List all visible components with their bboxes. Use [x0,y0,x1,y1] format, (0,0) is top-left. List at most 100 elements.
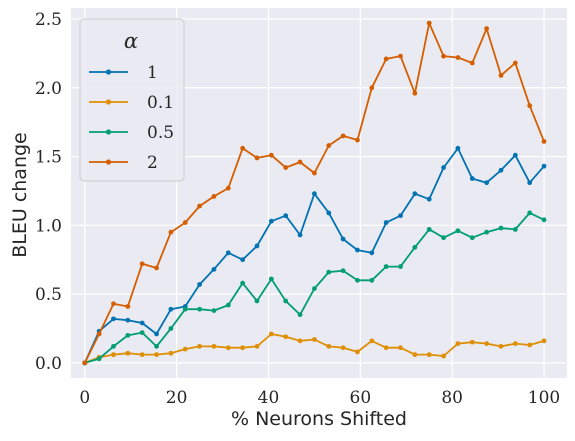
data-point [527,103,533,109]
data-point [541,338,547,344]
legend-marker [105,69,112,75]
legend-label: 1 [147,63,158,83]
data-point [283,165,289,170]
data-point [412,244,418,250]
data-point [312,191,317,197]
data-point [225,250,231,256]
data-point [398,213,403,219]
data-point [498,167,504,173]
legend-item: 1 [89,63,158,83]
data-point [484,180,490,186]
data-point [139,320,145,326]
data-point [312,286,317,291]
data-point [139,330,145,336]
data-point [441,53,446,59]
series-2 [82,20,547,366]
data-point [268,331,274,337]
data-point [225,185,231,191]
data-point [412,90,418,96]
data-point [383,220,389,225]
data-point [240,257,246,263]
data-point [541,163,547,169]
legend-label: 2 [147,153,158,173]
data-point [197,282,202,287]
series-1 [82,145,547,366]
data-point [412,352,418,358]
data-point [340,236,346,242]
data-point [326,143,332,148]
data-point [326,343,332,349]
legend-item: 2 [89,153,158,173]
legend-marker [105,159,112,165]
x-tick-labels: 0 20 40 60 80 100 [79,388,560,408]
data-point [240,280,246,286]
data-point [369,250,375,256]
data-point [541,139,547,144]
data-point [182,306,188,312]
y-tick-label: 2.0 [35,79,62,99]
data-point [340,345,346,351]
data-point [527,342,533,348]
data-point [369,85,375,91]
data-point [498,343,504,349]
x-tick-label: 0 [79,388,90,408]
data-point [469,60,475,66]
data-point [312,170,317,176]
data-point [283,298,289,304]
data-point [412,191,418,197]
data-point [297,312,303,318]
data-point [426,227,432,232]
data-point [312,337,317,342]
data-point [441,353,446,359]
data-point [182,346,188,352]
data-point [455,228,461,234]
data-point [283,213,289,219]
data-point [111,352,116,358]
data-point [527,180,533,186]
data-point [484,26,490,32]
data-point [455,341,461,347]
y-tick-label: 1.5 [35,148,62,168]
data-point [125,350,131,356]
y-axis-label: BLEU change [9,132,31,258]
data-point [225,345,231,351]
data-point [469,339,475,345]
y-tick-label: 1.0 [35,216,62,236]
series-0.1 [82,331,547,366]
data-point [154,331,159,337]
data-point [426,196,432,202]
x-tick-label: 60 [350,388,372,408]
data-point [211,194,217,199]
data-point [254,155,260,161]
data-point [398,53,403,59]
data-point [268,152,274,158]
legend-label: 0.1 [147,93,174,113]
data-point [268,276,274,282]
data-point [326,269,332,275]
data-point [484,341,490,347]
data-point [355,137,360,143]
data-point [326,210,332,216]
data-point [211,308,217,314]
data-point [512,60,518,66]
legend-title: α [124,29,138,53]
data-point [512,152,518,158]
data-point [211,266,217,272]
data-point [484,229,490,235]
data-point [111,316,116,322]
data-point [154,352,159,358]
legend-label: 0.5 [147,123,174,143]
data-point [154,265,159,271]
data-point [340,268,346,274]
data-point [197,306,202,312]
data-point [441,235,446,241]
data-point [340,133,346,139]
data-point [268,218,274,224]
data-point [125,332,131,338]
data-point [369,277,375,283]
data-point [441,165,446,170]
series-0.5 [82,210,547,366]
data-point [297,159,303,165]
data-point [455,55,461,60]
